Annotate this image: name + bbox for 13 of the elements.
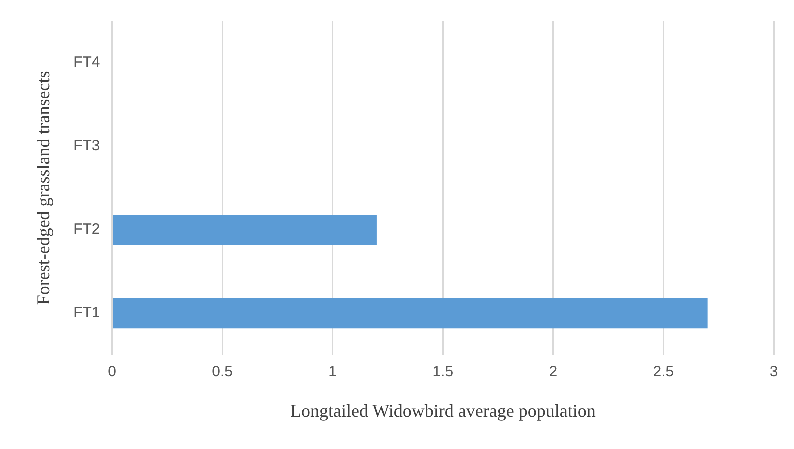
x-tick-label: 2 xyxy=(549,364,558,381)
y-tick-label: FT3 xyxy=(74,138,100,155)
y-tick-label: FT2 xyxy=(74,221,100,238)
x-axis-title: Longtailed Widowbird average population xyxy=(290,400,596,421)
y-tick-label: FT1 xyxy=(74,304,100,322)
y-axis-title: Forest-edged grassland transects xyxy=(34,71,54,306)
y-tick-label: FT4 xyxy=(74,54,100,71)
x-tick-label: 3 xyxy=(770,364,778,381)
x-tick-label: 1.5 xyxy=(432,364,454,381)
x-tick-label: 2.5 xyxy=(653,364,674,381)
x-tick-label: 0 xyxy=(108,364,116,381)
x-tick-label: 0.5 xyxy=(212,364,233,381)
x-tick-label: 1 xyxy=(328,364,338,381)
